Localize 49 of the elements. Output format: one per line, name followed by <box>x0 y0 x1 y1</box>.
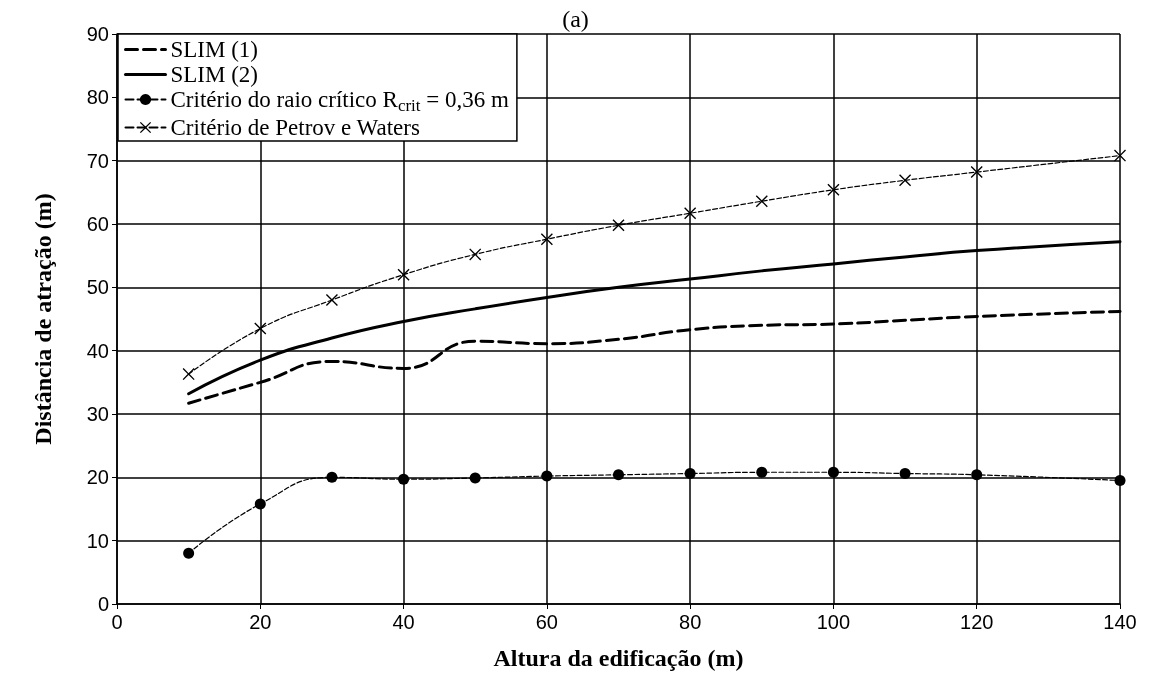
chart-title: (a) <box>562 6 589 32</box>
point <box>541 470 553 482</box>
point <box>899 468 911 480</box>
x-tick-label: 80 <box>679 611 702 633</box>
x-tick-label: 140 <box>1103 611 1137 633</box>
point <box>397 268 410 281</box>
y-tick-label: 0 <box>97 593 109 615</box>
point <box>756 466 768 478</box>
point <box>899 174 912 187</box>
point <box>1114 149 1126 162</box>
legend-label: SLIM (2) <box>170 62 259 87</box>
point <box>469 248 482 261</box>
x-tick-label: 60 <box>535 611 558 633</box>
y-tick-label: 60 <box>86 213 109 235</box>
x-tick-label: 100 <box>816 611 851 633</box>
point <box>971 469 983 481</box>
point <box>613 469 624 481</box>
y-tick-label: 40 <box>86 339 109 362</box>
x-tick-label: 120 <box>960 611 994 633</box>
point <box>540 233 553 246</box>
point <box>827 466 839 478</box>
point <box>182 368 195 381</box>
point <box>326 471 338 483</box>
y-tick-label: 20 <box>86 466 109 489</box>
y-tick-label: 80 <box>86 86 109 109</box>
point <box>183 547 195 559</box>
point <box>1114 475 1126 486</box>
x-tick-label: 0 <box>111 611 123 633</box>
x-tick-label: 20 <box>249 611 272 633</box>
point <box>612 219 625 232</box>
y-tick-label: 30 <box>86 403 109 425</box>
y-tick-label: 50 <box>86 276 109 299</box>
x-tick-label: 40 <box>392 611 415 633</box>
x-axis-title: Altura da edificação (m) <box>493 645 744 671</box>
point <box>398 473 410 485</box>
point <box>684 468 696 480</box>
y-tick-label: 70 <box>86 149 109 172</box>
legend-label: SLIM (1) <box>170 37 259 62</box>
y-tick-label: 10 <box>86 529 109 552</box>
point <box>254 322 267 335</box>
y-axis-title: Distância de atração (m) <box>30 193 56 445</box>
legend-label: Critério de Petrov e Waters <box>170 115 420 140</box>
point <box>970 166 983 179</box>
point <box>254 498 266 510</box>
point <box>684 207 697 220</box>
y-tick-label: 90 <box>86 23 109 45</box>
point <box>827 183 840 196</box>
point <box>325 294 338 306</box>
point <box>469 472 481 484</box>
